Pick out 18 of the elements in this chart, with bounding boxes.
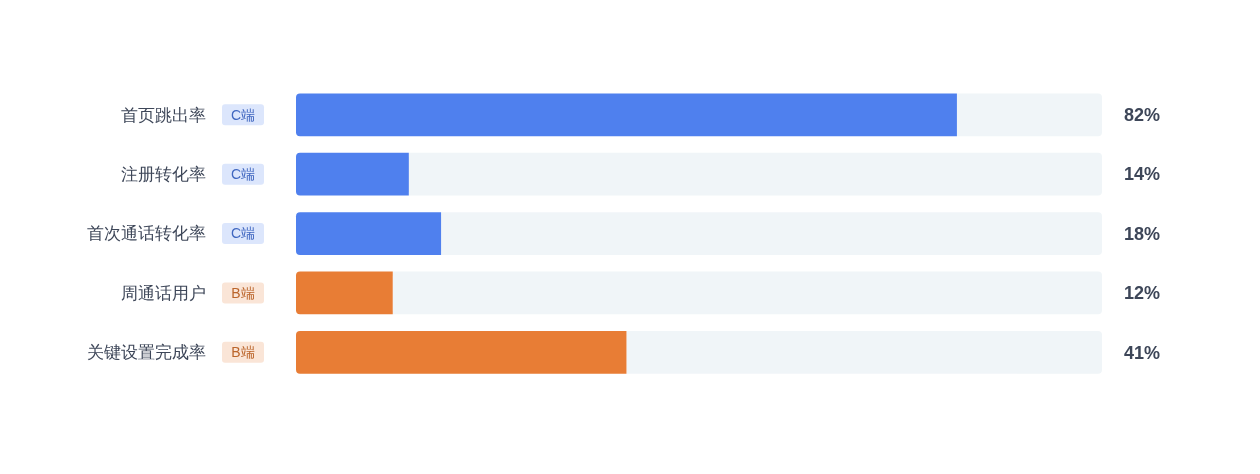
bar bbox=[296, 212, 442, 255]
bar bbox=[296, 152, 409, 196]
y-tick-label: 注册转化率 bbox=[121, 165, 206, 185]
data-label: 41% bbox=[1124, 342, 1161, 363]
data-label: 82% bbox=[1124, 105, 1161, 126]
bar bbox=[296, 271, 393, 315]
data-label: 14% bbox=[1124, 164, 1161, 185]
data-label: 18% bbox=[1124, 223, 1161, 244]
y-tick-label: 首次通话转化率 bbox=[87, 224, 206, 244]
text: C端 bbox=[230, 106, 256, 123]
y-tick-label: 周通话用户 bbox=[121, 283, 206, 303]
text: B端 bbox=[231, 344, 255, 361]
text: B端 bbox=[231, 284, 255, 301]
text: C端 bbox=[230, 225, 256, 242]
data-label: 12% bbox=[1124, 283, 1161, 304]
y-tick-label: 关键设置完成率 bbox=[87, 343, 206, 363]
y-tick-label: 首页跳出率 bbox=[121, 105, 206, 125]
text: C端 bbox=[230, 166, 256, 183]
